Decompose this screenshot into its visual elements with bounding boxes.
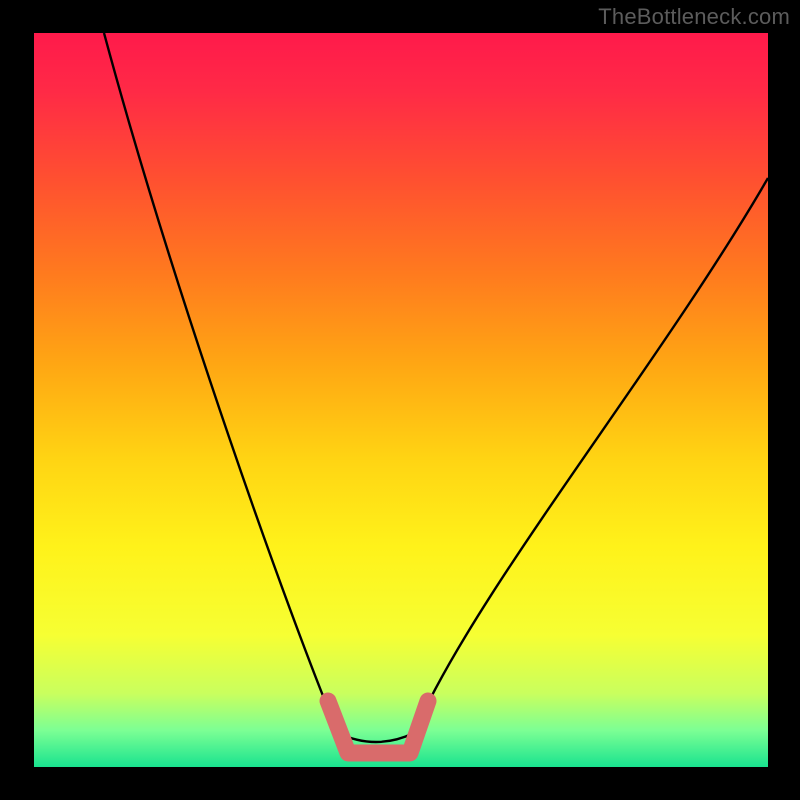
curve-layer xyxy=(34,33,768,767)
watermark-text: TheBottleneck.com xyxy=(598,4,790,30)
valley-highlight xyxy=(328,701,428,753)
bottleneck-curve xyxy=(104,33,768,742)
bottleneck-chart xyxy=(34,33,768,767)
